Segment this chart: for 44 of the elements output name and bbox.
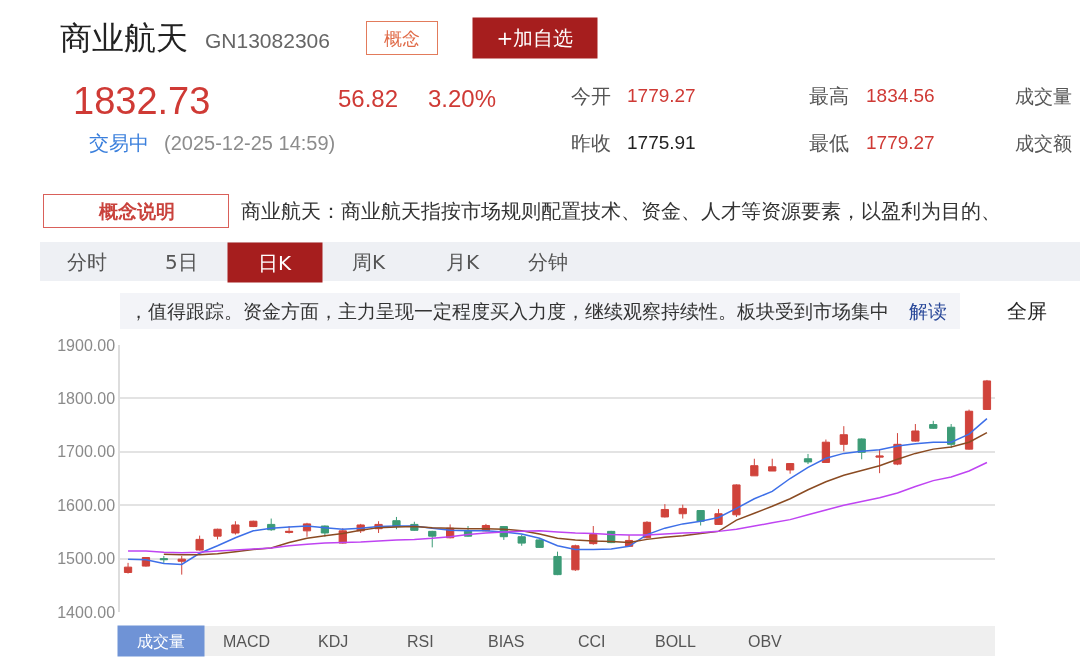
text: 商业航天：商业航天指按市场规则配置技术、资金、人才等资源要素，以盈利为目的、 [241,199,1001,223]
y-tick-label: 1400.00 [57,603,116,621]
text: 1775.91 [627,132,696,153]
y-tick-label: 1500.00 [57,550,116,568]
text: 3.20% [428,85,497,112]
text: 周K [352,250,386,274]
text: 概念 [384,27,420,49]
text: ，值得跟踪。资金方面，主力呈现一定程度买入力度，继续观察持续性。板块受到市场集中 [129,300,889,322]
text: OBV [748,633,783,650]
text: 全屏 [1007,299,1047,323]
text: +加自选 [496,26,574,50]
text: 成交量 [1015,85,1072,107]
text: 1779.27 [866,132,935,153]
text: 最低 [809,131,849,155]
text: 分时 [67,250,107,274]
text: 成交量 [137,631,185,651]
text: 日K [258,250,292,275]
text: 今开 [571,84,611,108]
y-tick-label: 1900.00 [57,336,116,354]
text: MACD [223,633,271,650]
text: 56.82 [338,85,399,112]
text: 1779.27 [627,85,696,106]
text: BIAS [488,633,525,650]
chart-subtitle: GN13082306 [205,29,330,52]
y-tick-label: 1600.00 [57,496,116,514]
text: 1834.56 [866,85,935,106]
text: 月K [446,250,480,274]
text: 昨收 [571,131,611,155]
text: 分钟 [528,250,568,274]
text: 成交额 [1015,132,1072,154]
text: RSI [407,633,434,650]
text: CCI [578,633,606,650]
text: BOLL [655,633,697,650]
text: 交易中 [89,131,149,155]
y-tick-label: 1700.00 [57,443,116,461]
y-tick-label: 1800.00 [57,390,116,407]
text: 概念说明 [97,200,175,222]
chart-title: 商业航天 [60,19,188,58]
text: KDJ [318,633,349,650]
text: 5日 [165,250,198,274]
text: 1832.73 [73,80,211,122]
text: 解读 [909,300,947,322]
text: 最高 [809,84,849,108]
text: (2025-12-25 14:59) [164,132,336,154]
